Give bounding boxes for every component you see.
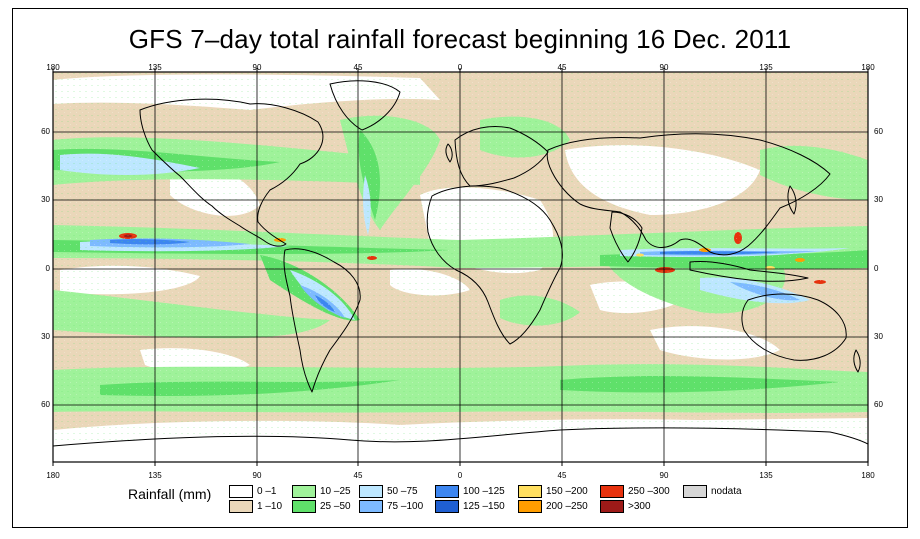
legend-label: 125 –150 [463, 501, 505, 512]
figure-frame [12, 8, 908, 528]
legend-swatch [600, 500, 624, 513]
tick-marks [52, 68, 869, 466]
lon-label-bottom: 135 [148, 471, 162, 480]
legend-title: Rainfall (mm) [128, 486, 212, 502]
legend-label: 150 –200 [546, 486, 588, 497]
lon-label-bottom: 90 [252, 471, 262, 480]
legend-label: 0 –1 [257, 486, 277, 497]
legend-label: 25 –50 [320, 501, 351, 512]
legend-label: 200 –250 [546, 501, 588, 512]
japan-outline [787, 185, 797, 215]
lat-label-right: 60 [874, 127, 883, 136]
legend-swatch [292, 500, 316, 513]
lon-label-top: 45 [353, 63, 363, 72]
india-outline [609, 211, 643, 263]
legend-label: 250 –300 [628, 486, 670, 497]
legend-swatch [359, 500, 383, 513]
legend-swatch [435, 485, 459, 498]
map-body [53, 72, 868, 462]
lon-label-top: 135 [148, 63, 162, 72]
indonesia-outline [689, 261, 809, 282]
legend-label: 10 –25 [320, 486, 351, 497]
texture-overlay [53, 72, 868, 462]
africa-outline [426, 185, 563, 345]
legend-swatch [518, 485, 542, 498]
legend-label: nodata [711, 486, 742, 497]
legend-label: 1 –10 [257, 501, 283, 512]
lon-label-bottom: 45 [353, 471, 363, 480]
lat-label-left: 30 [41, 195, 50, 204]
legend-swatch [229, 500, 253, 513]
lon-label-bottom: 135 [759, 471, 773, 480]
lon-label-top: 135 [759, 63, 773, 72]
map-title: GFS 7–day total rainfall forecast beginn… [128, 24, 792, 54]
south-america-outline [283, 248, 361, 393]
lat-label-left: 60 [41, 400, 50, 409]
uk-outline [445, 143, 453, 163]
lat-label-right: 0 [874, 264, 879, 273]
lon-label-bottom: 0 [457, 471, 463, 480]
greenland-outline [329, 80, 401, 131]
lon-label-top: 180 [861, 63, 875, 72]
lon-label-top: 0 [457, 63, 463, 72]
legend-label: 50 –75 [387, 486, 418, 497]
australia-outline [741, 293, 847, 361]
asia-outline [546, 133, 831, 256]
legend-swatch [359, 485, 383, 498]
lat-label-left: 0 [45, 264, 50, 273]
north-america-outline [139, 98, 324, 247]
legend-label: >300 [628, 501, 651, 512]
lon-label-top: 180 [46, 63, 60, 72]
lon-label-top: 45 [557, 63, 567, 72]
legend-swatch [518, 500, 542, 513]
legend-label: 75 –100 [387, 501, 424, 512]
legend-swatch [683, 485, 707, 498]
lat-label-right: 60 [874, 400, 883, 409]
lon-label-bottom: 45 [557, 471, 567, 480]
lon-label-bottom: 180 [46, 471, 60, 480]
lon-label-bottom: 180 [861, 471, 875, 480]
lat-label-right: 30 [874, 332, 883, 341]
legend-label: 100 –125 [463, 486, 505, 497]
graticule [53, 72, 868, 462]
legend-swatch [229, 485, 253, 498]
legend-swatch [600, 485, 624, 498]
lat-label-left: 60 [41, 127, 50, 136]
lat-label-right: 30 [874, 195, 883, 204]
new-zealand-outline [853, 349, 861, 373]
lon-label-top: 90 [659, 63, 669, 72]
lat-label-left: 30 [41, 332, 50, 341]
lon-label-top: 90 [252, 63, 262, 72]
lon-label-bottom: 90 [659, 471, 669, 480]
legend-swatch [435, 500, 459, 513]
legend-swatch [292, 485, 316, 498]
europe-outline [454, 126, 549, 187]
